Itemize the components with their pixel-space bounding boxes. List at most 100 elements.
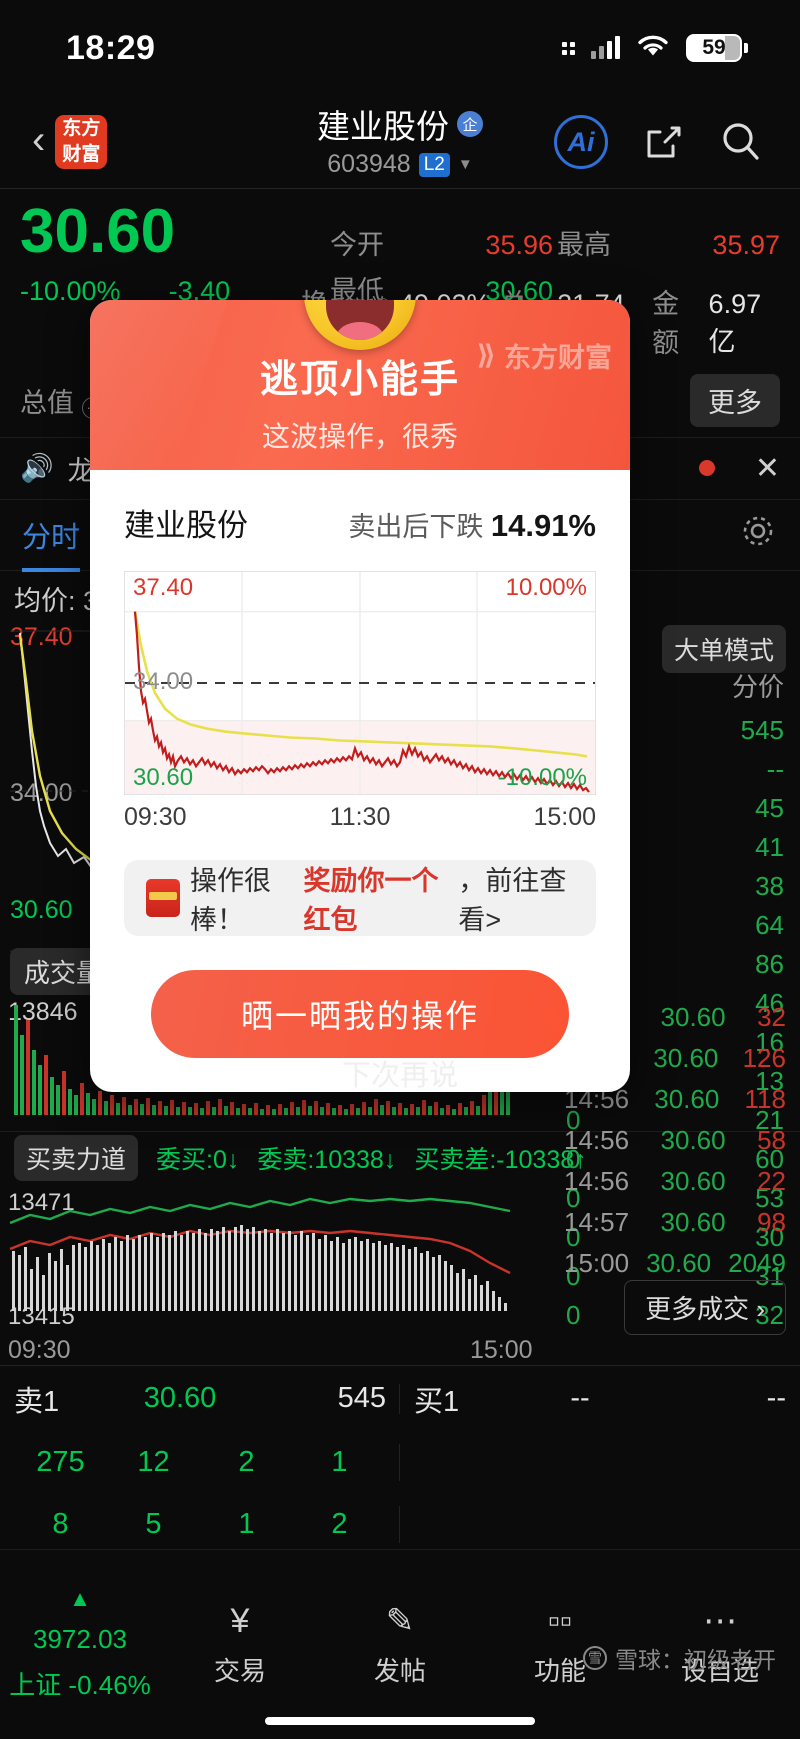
tick-time: 15:00 bbox=[564, 1247, 630, 1278]
more-trades-label: 更多成交 bbox=[645, 1293, 750, 1324]
buy-label: 买1 bbox=[414, 1385, 460, 1418]
close-icon[interactable]: ✕ bbox=[754, 451, 780, 485]
snowball-icon: 雪 bbox=[583, 1646, 607, 1670]
tick-time: 14:56 bbox=[564, 1165, 630, 1196]
record-dot-icon bbox=[698, 460, 715, 477]
buy-price: -- bbox=[570, 1382, 590, 1415]
nav-index[interactable]: ▲ 3972.03 上证 -0.46% bbox=[0, 1550, 160, 1739]
more-trades-button[interactable]: 更多成交 › bbox=[624, 1279, 786, 1335]
open-value: 35.96 bbox=[485, 229, 553, 260]
current-price: 30.60 bbox=[20, 197, 176, 266]
tick-price: 30.60 bbox=[660, 1165, 726, 1196]
list-item: 0 53 bbox=[550, 1179, 800, 1218]
row-qty: 16 bbox=[755, 1026, 784, 1057]
ask-arrow: ↓ bbox=[383, 1146, 397, 1175]
quote-row-primary: 30.60 今开 35.96 最高 35.97 bbox=[20, 197, 780, 266]
nav-post[interactable]: ✎ 发帖 bbox=[320, 1550, 480, 1739]
modal-watermark: ⟫ 东方财富 bbox=[477, 336, 612, 375]
red-packet-icon bbox=[146, 879, 180, 917]
row-qty: 38 bbox=[755, 870, 784, 901]
back-button[interactable]: ‹ bbox=[32, 118, 46, 162]
wifi-icon bbox=[636, 33, 670, 63]
index-label: 上证 -0.46% bbox=[9, 1669, 151, 1700]
amount-value: 6.97亿 bbox=[708, 288, 762, 357]
app-logo[interactable]: 东方 财富 bbox=[55, 115, 108, 169]
sell-side[interactable]: 卖1 30.60 545 bbox=[0, 1378, 400, 1420]
modal-watermark-text: 东方财富 bbox=[504, 343, 612, 373]
table-row: 14:56 30.60 58 bbox=[550, 1120, 800, 1161]
modal-stock-row: 建业股份 卖出后下跌 14.91% bbox=[124, 500, 596, 545]
home-indicator bbox=[265, 1717, 535, 1725]
share-operation-button[interactable]: 晒一晒我的操作 bbox=[151, 970, 569, 1058]
bid-label: 委买:0 bbox=[156, 1146, 227, 1175]
buy-side[interactable]: 买1 -- -- bbox=[400, 1378, 800, 1420]
more-button[interactable]: 更多 bbox=[690, 373, 780, 427]
grid-icon: ▫▫ bbox=[547, 1601, 573, 1640]
nav-trade-label: 交易 bbox=[213, 1655, 266, 1686]
status-bar: 18:29 59 bbox=[0, 0, 800, 96]
table-row: 14:57 30.60 98 bbox=[550, 1202, 800, 1243]
power-strip: 买卖力道 委买:0↓ 委卖:10338↓ 买卖差:-10338↑ bbox=[0, 1130, 800, 1185]
open-label: 今开 bbox=[330, 229, 384, 260]
modal-body: 建业股份 卖出后下跌 14.91% bbox=[90, 470, 630, 1092]
big-order-mode-button[interactable]: 大单模式 bbox=[661, 624, 786, 673]
reward-highlight: 奖励你一个红包 bbox=[303, 866, 439, 935]
row-qty: 53 bbox=[755, 1182, 784, 1213]
modal-drop: 卖出后下跌 14.91% bbox=[348, 505, 596, 544]
watermark: 雪 雪球：初级老开 bbox=[583, 1641, 776, 1675]
volume-bars-svg bbox=[14, 1004, 510, 1115]
mini-axis-top-right: 10.00% bbox=[505, 574, 587, 601]
mini-x-1: 09:30 bbox=[124, 803, 187, 831]
sell-price: 30.60 bbox=[143, 1382, 217, 1415]
quote-cells-top: 今开 35.96 最高 35.97 bbox=[330, 223, 780, 262]
search-icon[interactable] bbox=[718, 119, 764, 165]
nav-functions-label: 功能 bbox=[533, 1655, 586, 1686]
mini-chart-xaxis: 09:30 11:30 15:00 bbox=[124, 803, 596, 832]
depth-b-3: 1 bbox=[238, 1508, 255, 1541]
power-title[interactable]: 买卖力道 bbox=[14, 1135, 139, 1182]
sell-depth-row-b: 8 5 1 2 bbox=[0, 1500, 400, 1549]
row-qty: 41 bbox=[755, 831, 784, 862]
diff-arrow: ↑ bbox=[574, 1146, 587, 1175]
row-price: 0 bbox=[566, 1182, 581, 1213]
row-qty: 64 bbox=[755, 909, 784, 940]
row-price: 0 bbox=[566, 1104, 581, 1135]
totalcap-label: 总值 bbox=[20, 387, 74, 418]
tick-price: 30.60 bbox=[660, 1206, 726, 1237]
achievement-modal: ⟫ 东方财富 逃顶小能手 这波操作，很秀 建业股份 卖出后下跌 14.91% bbox=[90, 300, 630, 1092]
row-qty: 30 bbox=[755, 1221, 784, 1252]
gear-icon[interactable] bbox=[738, 511, 778, 559]
status-indicators: 59 bbox=[562, 33, 748, 63]
mini-axis-mid: 34.00 bbox=[133, 668, 194, 695]
buy-qty: -- bbox=[766, 1382, 786, 1415]
megaphone-icon: 🔊 bbox=[20, 453, 54, 484]
avg-label-text: 均价: bbox=[14, 585, 76, 616]
depth-a-2: 12 bbox=[137, 1446, 170, 1479]
reward-banner[interactable]: 操作很棒！ 奖励你一个红包 ，前往查看> bbox=[124, 860, 596, 936]
nav-trade[interactable]: ¥ 交易 bbox=[160, 1550, 320, 1739]
bid-arrow: ↓ bbox=[226, 1146, 240, 1175]
modal-header: ⟫ 东方财富 逃顶小能手 这波操作，很秀 bbox=[90, 300, 630, 470]
mini-chart-svg bbox=[125, 572, 595, 794]
tab-fenshi[interactable]: 分时 bbox=[22, 514, 81, 572]
dismiss-button[interactable]: 下次再说 bbox=[341, 1060, 458, 1092]
nav-watchlist-label: 设自选 bbox=[680, 1656, 759, 1686]
row-price: 0 bbox=[566, 1260, 581, 1291]
tick-price: 30.60 bbox=[646, 1247, 712, 1278]
status-time: 18:29 bbox=[66, 28, 156, 67]
row-price: 0 bbox=[566, 1221, 581, 1252]
mini-axis-top-left: 37.40 bbox=[133, 574, 194, 601]
diff-stat: 买卖差:-10338↑ bbox=[414, 1140, 586, 1176]
nav-watchlist[interactable]: ⋯ 设自选 bbox=[640, 1550, 800, 1739]
logo-line-2: 财富 bbox=[62, 144, 101, 165]
depth-b-1: 8 bbox=[52, 1508, 69, 1541]
ask-stat: 委卖:10338↓ bbox=[257, 1140, 396, 1176]
depth-a-1: 275 bbox=[36, 1446, 85, 1479]
share-icon[interactable] bbox=[640, 119, 686, 165]
tick-qty: 32 bbox=[757, 1001, 786, 1032]
nav-functions[interactable]: ▫▫ 功能 bbox=[480, 1550, 640, 1739]
ai-icon[interactable]: Ai bbox=[554, 115, 608, 169]
ask-label: 委卖:10338 bbox=[257, 1146, 384, 1175]
axis-bottom-value: 30.60 bbox=[10, 895, 73, 924]
bottom-nav: ▲ 3972.03 上证 -0.46% ¥ 交易 ✎ 发帖 ▫▫ 功能 ⋯ 设自… bbox=[0, 1549, 800, 1739]
